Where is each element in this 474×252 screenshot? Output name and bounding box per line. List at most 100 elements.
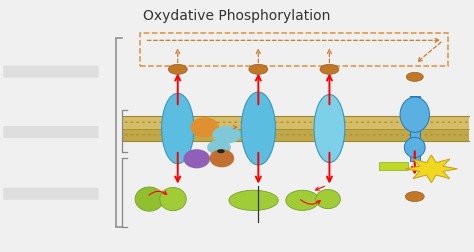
Circle shape [200, 121, 202, 123]
Circle shape [430, 121, 433, 123]
Circle shape [200, 134, 202, 136]
Circle shape [223, 134, 226, 136]
Circle shape [171, 121, 173, 123]
Circle shape [405, 192, 424, 202]
Circle shape [338, 121, 341, 123]
Circle shape [384, 121, 387, 123]
Circle shape [344, 121, 346, 123]
Ellipse shape [135, 187, 164, 211]
Circle shape [154, 121, 156, 123]
Circle shape [292, 121, 295, 123]
Circle shape [194, 121, 197, 123]
Circle shape [136, 134, 139, 136]
Circle shape [182, 134, 185, 136]
Circle shape [257, 134, 260, 136]
Circle shape [419, 134, 422, 136]
Circle shape [217, 134, 220, 136]
Circle shape [142, 121, 145, 123]
Circle shape [263, 121, 266, 123]
Bar [123, 116, 469, 129]
Ellipse shape [241, 92, 275, 165]
Ellipse shape [162, 93, 194, 164]
FancyBboxPatch shape [3, 126, 99, 138]
Bar [379, 162, 408, 170]
Circle shape [228, 134, 231, 136]
Circle shape [447, 134, 450, 136]
Circle shape [211, 134, 214, 136]
Circle shape [373, 121, 375, 123]
Circle shape [303, 134, 306, 136]
Circle shape [465, 121, 468, 123]
Circle shape [321, 134, 324, 136]
Circle shape [228, 121, 231, 123]
Circle shape [447, 121, 450, 123]
Circle shape [361, 134, 364, 136]
Circle shape [125, 134, 128, 136]
Circle shape [332, 134, 335, 136]
Ellipse shape [212, 126, 241, 144]
Circle shape [148, 121, 151, 123]
Circle shape [390, 134, 393, 136]
Ellipse shape [183, 149, 210, 168]
Ellipse shape [286, 190, 319, 210]
Circle shape [274, 134, 277, 136]
Circle shape [396, 134, 399, 136]
Circle shape [217, 121, 220, 123]
Bar [123, 129, 469, 141]
Circle shape [298, 134, 301, 136]
Circle shape [246, 121, 249, 123]
Circle shape [205, 121, 208, 123]
Text: Oxydative Phosphorylation: Oxydative Phosphorylation [143, 9, 331, 23]
Circle shape [252, 121, 255, 123]
Circle shape [321, 121, 324, 123]
Circle shape [373, 134, 375, 136]
Circle shape [188, 134, 191, 136]
Circle shape [130, 134, 133, 136]
Circle shape [182, 121, 185, 123]
Circle shape [436, 134, 439, 136]
Circle shape [205, 134, 208, 136]
FancyBboxPatch shape [3, 188, 99, 200]
Circle shape [188, 121, 191, 123]
Circle shape [292, 134, 295, 136]
Circle shape [257, 121, 260, 123]
Circle shape [315, 134, 318, 136]
Circle shape [125, 121, 128, 123]
Circle shape [425, 134, 428, 136]
Circle shape [413, 121, 416, 123]
Circle shape [223, 121, 226, 123]
Circle shape [367, 121, 370, 123]
Circle shape [454, 134, 456, 136]
Circle shape [269, 134, 272, 136]
Circle shape [252, 134, 255, 136]
Circle shape [459, 121, 462, 123]
Circle shape [413, 134, 416, 136]
Circle shape [350, 134, 353, 136]
Circle shape [286, 121, 289, 123]
Circle shape [320, 64, 339, 74]
Circle shape [177, 134, 180, 136]
Circle shape [281, 134, 283, 136]
Circle shape [234, 134, 237, 136]
Circle shape [263, 134, 266, 136]
Ellipse shape [314, 94, 345, 163]
Circle shape [274, 121, 277, 123]
Circle shape [378, 121, 381, 123]
Circle shape [367, 134, 370, 136]
Ellipse shape [316, 190, 340, 209]
Circle shape [211, 121, 214, 123]
Polygon shape [405, 155, 457, 183]
Circle shape [177, 121, 180, 123]
Circle shape [407, 121, 410, 123]
Circle shape [249, 64, 268, 74]
Circle shape [303, 121, 306, 123]
Circle shape [430, 134, 433, 136]
Circle shape [401, 134, 404, 136]
Ellipse shape [229, 190, 278, 210]
Ellipse shape [210, 149, 234, 167]
Circle shape [356, 121, 358, 123]
Circle shape [344, 134, 346, 136]
Circle shape [384, 134, 387, 136]
Circle shape [281, 121, 283, 123]
Circle shape [338, 134, 341, 136]
